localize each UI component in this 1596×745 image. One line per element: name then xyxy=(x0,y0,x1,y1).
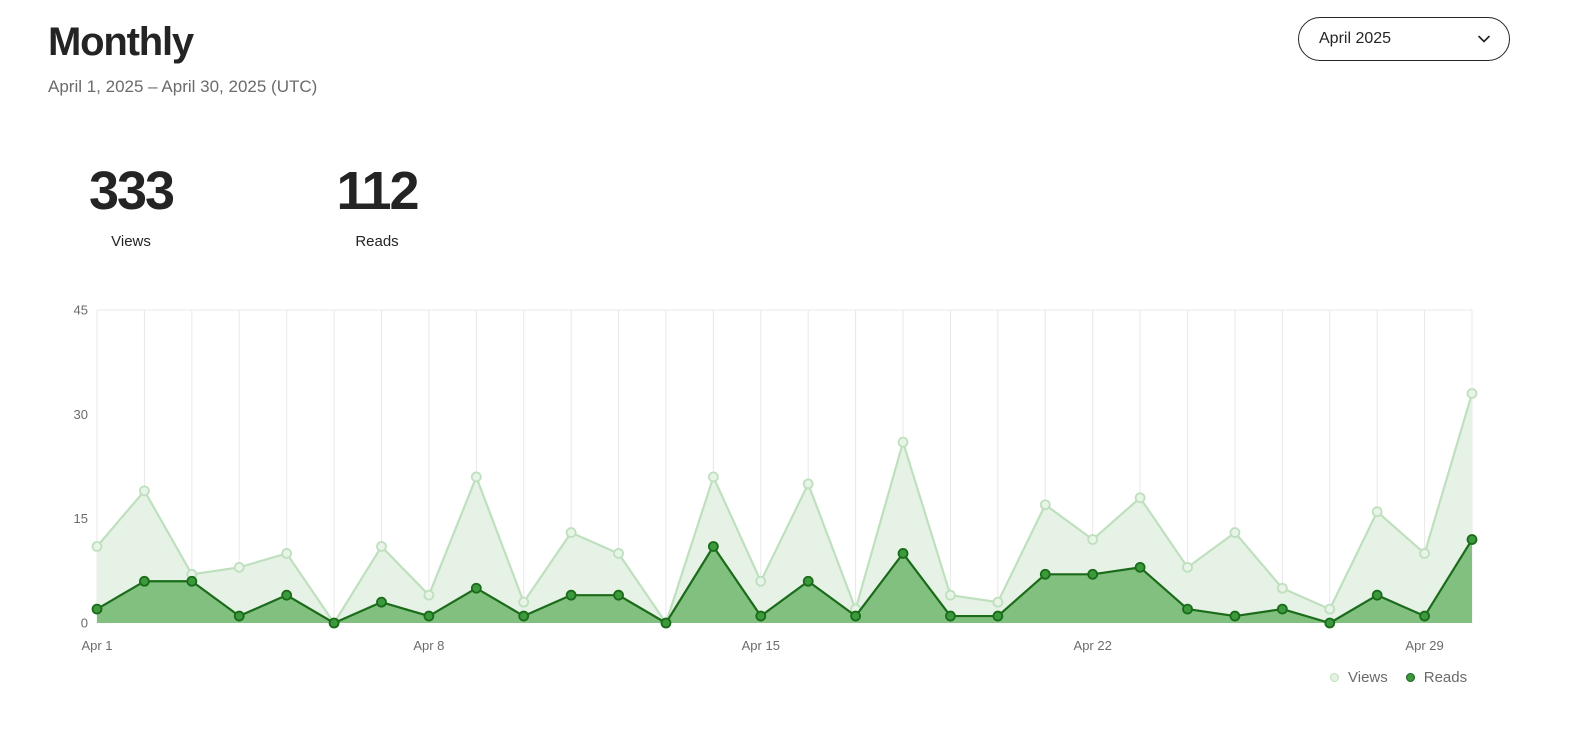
reads-area xyxy=(97,539,1472,623)
reads-point xyxy=(850,610,862,622)
x-tick-label: Apr 22 xyxy=(1074,638,1112,653)
reads-point xyxy=(660,617,672,629)
legend-item-reads: Reads xyxy=(1405,669,1468,686)
reads-point xyxy=(707,541,719,552)
views-point xyxy=(1039,499,1051,511)
views-point xyxy=(1324,603,1336,615)
chevron-down-icon xyxy=(1478,35,1490,43)
reads-legend-marker xyxy=(1405,673,1415,682)
views-point xyxy=(897,436,909,448)
reads-point xyxy=(565,589,577,601)
views-count: 333 xyxy=(88,161,175,221)
month-select-value: April 2025 xyxy=(1319,30,1392,47)
reads-point xyxy=(376,596,387,608)
views-point xyxy=(1466,388,1478,399)
views-point xyxy=(423,589,435,601)
views-label: Views xyxy=(111,233,151,250)
reads-point xyxy=(328,617,340,629)
views-point xyxy=(565,527,577,538)
x-tick-label: Apr 15 xyxy=(742,638,780,653)
views-point xyxy=(755,575,767,587)
views-point xyxy=(613,548,624,559)
reads-point xyxy=(1324,617,1336,629)
legend-reads-label: Reads xyxy=(1423,669,1468,686)
chart-legend: Views Reads xyxy=(1330,669,1467,686)
x-tick-label: Apr 8 xyxy=(413,638,444,653)
views-point xyxy=(1419,548,1430,559)
views-point xyxy=(707,471,719,483)
y-tick-label: 45 xyxy=(74,303,88,318)
views-point xyxy=(139,485,150,497)
reads-point xyxy=(186,575,198,587)
views-point xyxy=(1276,582,1288,594)
reads-point xyxy=(1087,568,1099,580)
date-range: April 1, 2025 – April 30, 2025 (UTC) xyxy=(48,77,318,96)
reads-count: 112 xyxy=(336,161,419,221)
reads-point xyxy=(233,610,245,622)
reads-point xyxy=(755,610,767,622)
reads-label: Reads xyxy=(355,233,399,250)
views-legend-marker xyxy=(1330,673,1339,682)
reads-point xyxy=(897,548,909,559)
reads-point xyxy=(802,575,814,587)
y-tick-label: 0 xyxy=(81,616,88,631)
month-select[interactable]: April 2025 xyxy=(1298,17,1510,61)
reads-point xyxy=(1419,610,1430,622)
legend-item-views: Views xyxy=(1330,669,1388,686)
views-point xyxy=(518,596,530,608)
reads-point xyxy=(91,603,103,615)
reads-point xyxy=(470,582,482,594)
reads-point xyxy=(1371,589,1383,601)
reads-point xyxy=(518,610,530,622)
legend-views-label: Views xyxy=(1348,669,1388,686)
views-point xyxy=(233,561,245,573)
views-point xyxy=(1134,492,1146,504)
views-point xyxy=(376,541,387,552)
reads-point xyxy=(1039,568,1051,580)
daily-stats-chart: 0 15 30 45 Apr 1 Apr 8 Apr 15 Apr 22 Apr 29 xyxy=(74,303,1478,653)
page-title: Monthly xyxy=(48,20,194,64)
views-line xyxy=(96,393,1474,625)
views-point xyxy=(91,541,103,552)
reads-point xyxy=(1276,603,1288,615)
reads-stat: 112 Reads xyxy=(326,160,428,252)
views-point xyxy=(1229,527,1241,538)
views-area xyxy=(97,393,1472,623)
views-point xyxy=(802,478,814,490)
reads-line xyxy=(96,538,1473,625)
reads-point xyxy=(1466,534,1478,545)
reads-point xyxy=(1229,610,1241,622)
views-point xyxy=(1182,561,1193,573)
x-tick-label: Apr 1 xyxy=(81,638,112,653)
y-tick-label: 15 xyxy=(74,511,88,526)
reads-point xyxy=(423,610,435,622)
views-point xyxy=(945,589,956,601)
y-tick-label: 30 xyxy=(74,407,88,422)
views-stat: 333 Views xyxy=(70,160,192,252)
views-point xyxy=(1371,506,1383,518)
reads-point xyxy=(945,610,956,622)
views-point xyxy=(1087,534,1099,545)
reads-point xyxy=(281,589,293,601)
reads-point xyxy=(992,610,1004,622)
x-tick-label: Apr 29 xyxy=(1405,638,1443,653)
reads-point xyxy=(139,575,150,587)
views-point xyxy=(992,596,1004,608)
reads-point xyxy=(613,589,624,601)
views-point xyxy=(470,471,482,483)
reads-point xyxy=(1134,561,1146,573)
views-point xyxy=(281,548,293,559)
reads-point xyxy=(1182,603,1193,615)
